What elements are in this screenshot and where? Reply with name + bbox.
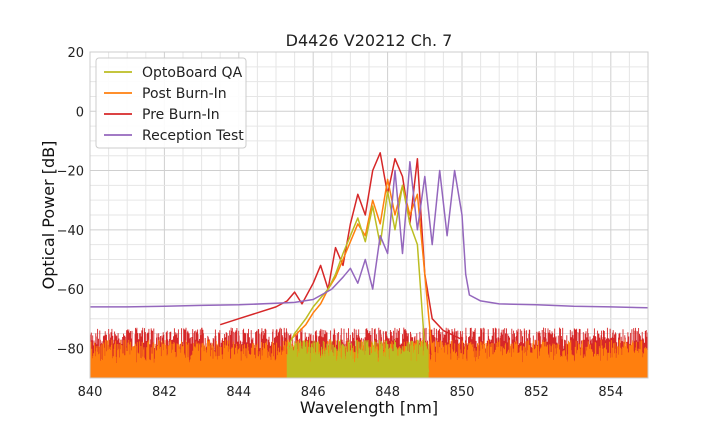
y-axis-title: Optical Power [dB] xyxy=(39,141,58,290)
y-tick-label: 20 xyxy=(67,46,84,61)
x-tick-label: 840 xyxy=(78,385,103,400)
y-tick-label: −40 xyxy=(57,224,84,239)
legend-label: OptoBoard QA xyxy=(142,65,243,81)
x-tick-label: 850 xyxy=(450,385,475,400)
y-tick-label: 0 xyxy=(76,105,84,120)
legend-label: Post Burn-In xyxy=(142,86,227,102)
series-line-reception-test xyxy=(90,160,648,309)
series-line-post-burn-in xyxy=(290,178,433,355)
legend-frame xyxy=(95,57,247,149)
legend: OptoBoard QA Post Burn-In Pre Burn-In Recep… xyxy=(95,57,247,149)
x-tick-label: 854 xyxy=(598,385,623,400)
series-layer xyxy=(90,152,648,378)
x-tick-label: 842 xyxy=(152,385,177,400)
x-tick-label: 848 xyxy=(375,385,400,400)
x-tick-label: 852 xyxy=(524,385,549,400)
legend-label: Reception Test xyxy=(142,128,244,144)
x-tick-label: 846 xyxy=(301,385,326,400)
chart-title: D4426 V20212 Ch. 7 xyxy=(286,31,453,50)
x-axis-title: Wavelength [nm] xyxy=(300,398,438,417)
y-tick-label: −20 xyxy=(57,165,84,180)
series-line-pre-burn-in xyxy=(219,152,463,341)
plot-frame xyxy=(89,51,649,379)
y-tick-label: −80 xyxy=(57,342,84,357)
ticks: 840 842 844 846 848 850 852 854 20 0 −20 −40 −60 −80 xyxy=(57,46,624,400)
series-line-optoboard-qa xyxy=(286,184,430,373)
series-noise-floor xyxy=(286,339,429,378)
y-tick-label: −60 xyxy=(57,283,84,298)
x-tick-label: 844 xyxy=(226,385,251,400)
legend-label: Pre Burn-In xyxy=(142,107,220,123)
